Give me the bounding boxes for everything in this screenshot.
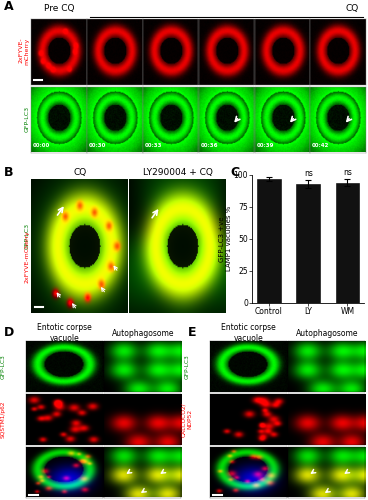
Text: 2xFYVE-
mCherry: 2xFYVE- mCherry	[19, 38, 29, 65]
Text: Autophagosome: Autophagosome	[112, 328, 174, 338]
Text: 00:39: 00:39	[256, 143, 274, 148]
Text: B: B	[4, 166, 13, 179]
Text: Merge/DAPI: Merge/DAPI	[0, 455, 6, 490]
Text: 00:33: 00:33	[145, 143, 162, 148]
Bar	[257, 179, 281, 302]
Text: GFP-LC3: GFP-LC3	[0, 354, 6, 379]
Text: E: E	[188, 326, 196, 339]
Bar	[297, 184, 320, 302]
Text: 00:36: 00:36	[201, 143, 218, 148]
Bar	[336, 182, 359, 302]
Text: Entotic corpse
vacuole: Entotic corpse vacuole	[38, 324, 92, 342]
Text: GFP-LC3: GFP-LC3	[24, 223, 29, 250]
Text: 00:30: 00:30	[89, 143, 106, 148]
Text: Merge/DAPI: Merge/DAPI	[184, 455, 190, 490]
Y-axis label: GFP-LC3 +ve
LAMP1 vacuoles %: GFP-LC3 +ve LAMP1 vacuoles %	[219, 206, 232, 272]
Text: LY290004 + CQ: LY290004 + CQ	[143, 168, 212, 177]
Text: GFP-LC3: GFP-LC3	[24, 106, 29, 132]
Text: D: D	[4, 326, 14, 339]
Text: GFP-LC3: GFP-LC3	[184, 354, 190, 379]
Text: ns: ns	[304, 168, 313, 177]
Text: CQ: CQ	[346, 4, 359, 13]
Text: Pre CQ: Pre CQ	[44, 4, 74, 13]
Text: 00:00: 00:00	[33, 143, 50, 148]
Text: CQ: CQ	[73, 168, 87, 177]
Text: 00:42: 00:42	[312, 143, 329, 148]
Text: Autophagosome: Autophagosome	[296, 328, 358, 338]
Text: A: A	[4, 0, 13, 14]
Text: C: C	[230, 166, 239, 179]
Text: CALCOCO2/
NDP52: CALCOCO2/ NDP52	[181, 402, 192, 436]
Text: SQSTM1/p62: SQSTM1/p62	[0, 400, 6, 438]
Text: 2xFYVE-mCherry: 2xFYVE-mCherry	[24, 230, 29, 282]
Text: Entotic corpse
vacuole: Entotic corpse vacuole	[222, 324, 276, 342]
Text: ns: ns	[343, 168, 352, 177]
